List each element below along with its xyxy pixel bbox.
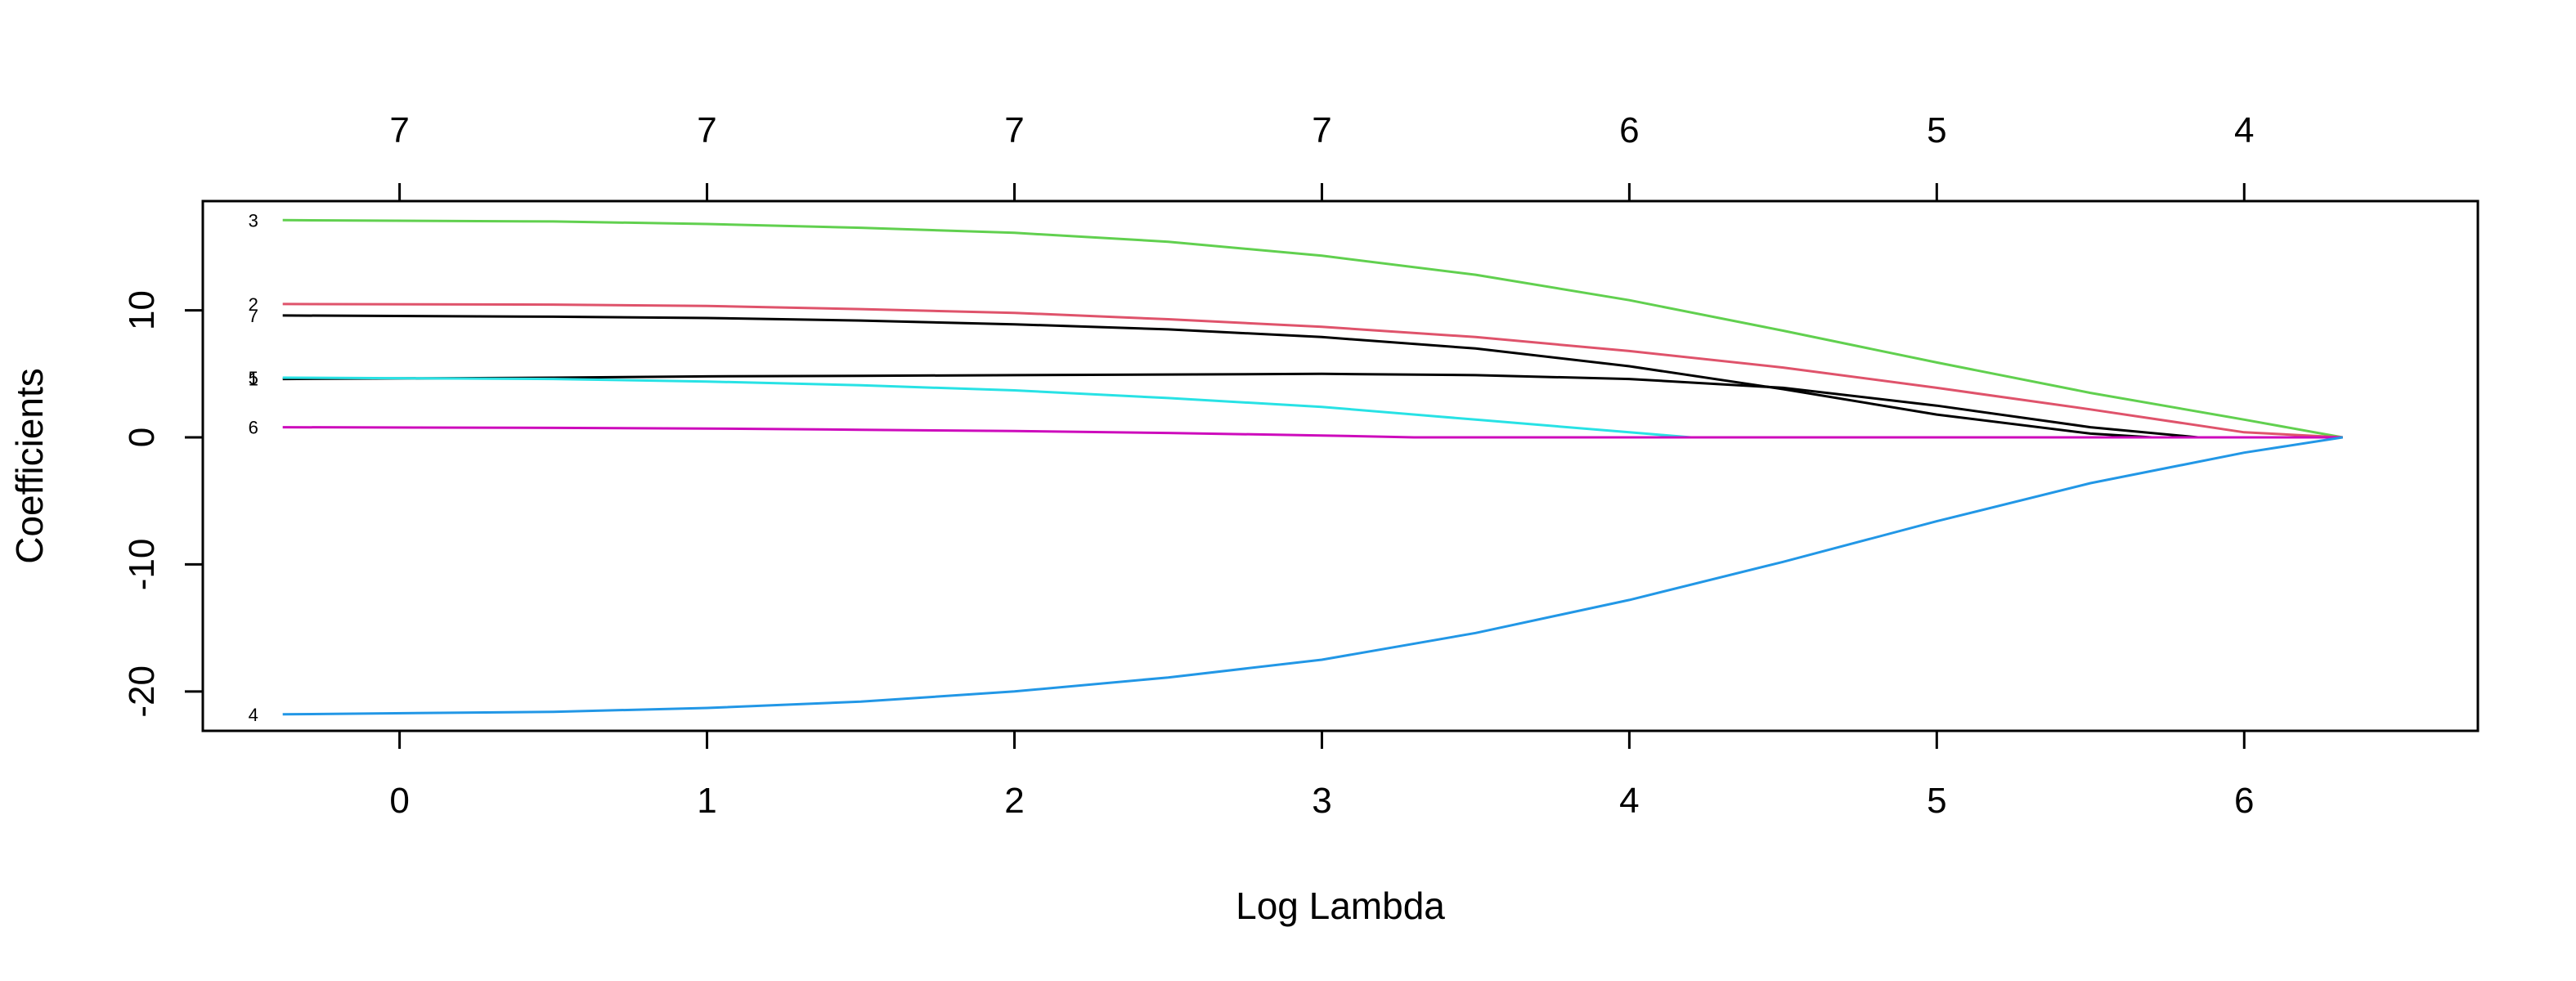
series-label-5: 5 [249, 368, 258, 388]
series-line-3 [282, 218, 2343, 439]
series-label-1: 1 [249, 370, 258, 390]
y-tick-label: -10 [122, 539, 162, 591]
top-tick-label: 5 [1927, 110, 1946, 150]
series-label-6: 6 [249, 418, 258, 438]
top-tick-label: 7 [1312, 110, 1331, 150]
top-tick-label: 7 [1004, 110, 1024, 150]
top-tick-label: 4 [2234, 110, 2254, 150]
x-tick-label: 2 [1004, 781, 1024, 821]
y-tick-label: 10 [122, 290, 162, 330]
plot-frame [201, 199, 2480, 732]
series-line-4 [282, 436, 2343, 716]
series-line-5 [282, 376, 2343, 439]
y-axis-title: Coefficients [8, 368, 51, 564]
top-tick-label: 7 [389, 110, 409, 150]
top-axis: 7 7 7 7 6 5 4 [389, 110, 2255, 203]
series-line-7 [282, 314, 2343, 439]
series-layer [282, 218, 2343, 716]
series-labels: 3 27 15 6 4 [249, 210, 258, 724]
y-tick-label: -20 [122, 665, 162, 718]
y-tick-label: 0 [122, 428, 162, 447]
x-tick-label: 5 [1927, 781, 1946, 821]
x-axis: 0 1 2 3 4 5 6 [389, 729, 2255, 821]
top-tick-label: 6 [1619, 110, 1639, 150]
top-tick-label: 7 [697, 110, 716, 150]
x-tick-label: 4 [1619, 781, 1639, 821]
series-label-7: 7 [249, 306, 258, 326]
series-line-6 [282, 426, 2343, 439]
series-line-2 [282, 302, 2343, 439]
series-label-4: 4 [249, 705, 258, 725]
series-label-3: 3 [249, 210, 258, 231]
x-tick-label: 6 [2234, 781, 2254, 821]
series-label-2: 2 [249, 294, 258, 315]
series-line-1 [282, 372, 2343, 439]
x-tick-label: 0 [389, 781, 409, 821]
x-axis-title: Log Lambda [1236, 885, 1445, 927]
y-axis: -20 -10 0 10 [122, 290, 204, 718]
x-tick-label: 3 [1312, 781, 1331, 821]
x-tick-label: 1 [697, 781, 716, 821]
